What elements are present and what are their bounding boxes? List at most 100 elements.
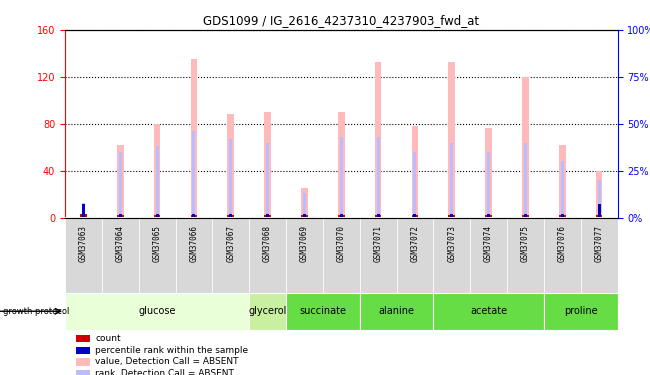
Bar — [470, 217, 507, 292]
Bar — [76, 346, 90, 354]
Bar — [76, 370, 90, 375]
Bar — [65, 217, 102, 292]
Bar — [448, 215, 455, 217]
Text: alanine: alanine — [378, 306, 415, 316]
Text: rank, Detection Call = ABSENT: rank, Detection Call = ABSENT — [96, 369, 234, 375]
Bar — [487, 214, 490, 217]
Bar — [486, 215, 492, 217]
Text: growth protocol: growth protocol — [3, 307, 70, 316]
Text: GSM37073: GSM37073 — [447, 225, 456, 262]
Bar — [76, 358, 90, 366]
Text: GSM37076: GSM37076 — [558, 225, 567, 262]
Bar — [338, 112, 344, 218]
Title: GDS1099 / IG_2616_4237310_4237903_fwd_at: GDS1099 / IG_2616_4237310_4237903_fwd_at — [203, 15, 479, 27]
Bar — [227, 114, 234, 218]
Bar — [507, 217, 544, 292]
Bar — [155, 214, 159, 217]
Bar — [580, 217, 618, 292]
Text: glycerol: glycerol — [248, 306, 287, 316]
Bar — [359, 217, 396, 292]
Text: GSM37070: GSM37070 — [337, 225, 346, 262]
Bar — [286, 292, 359, 330]
Bar — [559, 145, 566, 218]
Bar — [413, 152, 417, 217]
Bar — [375, 62, 382, 217]
Bar — [434, 292, 544, 330]
Bar — [155, 146, 159, 218]
Bar — [396, 217, 434, 292]
Bar — [190, 59, 197, 217]
Text: GSM37074: GSM37074 — [484, 225, 493, 262]
Bar — [176, 217, 213, 292]
Bar — [303, 193, 306, 217]
Bar — [559, 215, 566, 217]
Bar — [76, 335, 90, 342]
Bar — [102, 217, 138, 292]
Text: proline: proline — [564, 306, 597, 316]
Bar — [265, 112, 271, 218]
Bar — [486, 128, 492, 217]
Bar — [119, 152, 122, 217]
Text: GSM37069: GSM37069 — [300, 225, 309, 262]
Bar — [301, 188, 307, 218]
Bar — [544, 217, 580, 292]
Text: value, Detection Call = ABSENT: value, Detection Call = ABSENT — [96, 357, 239, 366]
Bar — [119, 214, 122, 217]
Text: percentile rank within the sample: percentile rank within the sample — [96, 346, 248, 355]
Bar — [190, 215, 197, 217]
Bar — [340, 137, 343, 218]
Text: GSM37067: GSM37067 — [226, 225, 235, 262]
Bar — [448, 62, 455, 217]
Bar — [597, 204, 601, 218]
Text: GSM37063: GSM37063 — [79, 225, 88, 262]
Bar — [596, 171, 603, 217]
Bar — [522, 77, 528, 218]
Bar — [434, 217, 470, 292]
Bar — [192, 214, 196, 217]
Bar — [413, 214, 417, 217]
Bar — [266, 214, 269, 217]
Text: GSM37071: GSM37071 — [374, 225, 383, 262]
Bar — [323, 217, 359, 292]
Bar — [154, 124, 161, 218]
Bar — [561, 161, 564, 218]
Bar — [117, 215, 124, 217]
Text: succinate: succinate — [300, 306, 346, 316]
Bar — [227, 215, 234, 217]
Bar — [561, 214, 564, 217]
Bar — [411, 215, 418, 217]
Bar — [301, 215, 307, 217]
Text: acetate: acetate — [470, 306, 507, 316]
Bar — [82, 204, 85, 218]
Bar — [524, 142, 527, 218]
Text: GSM37072: GSM37072 — [410, 225, 419, 262]
Bar — [338, 215, 344, 217]
Bar — [450, 142, 453, 218]
Bar — [544, 292, 618, 330]
Bar — [286, 217, 323, 292]
Bar — [138, 217, 176, 292]
Bar — [213, 217, 249, 292]
Text: GSM37065: GSM37065 — [153, 225, 162, 262]
Bar — [229, 214, 232, 217]
Bar — [376, 137, 380, 218]
Bar — [65, 292, 249, 330]
Bar — [82, 202, 85, 217]
Bar — [411, 126, 418, 218]
Bar — [229, 139, 232, 218]
Text: GSM37066: GSM37066 — [189, 225, 198, 262]
Bar — [303, 214, 306, 217]
Bar — [80, 214, 86, 217]
Bar — [266, 142, 269, 218]
Text: GSM37077: GSM37077 — [595, 225, 604, 262]
Bar — [117, 145, 124, 218]
Bar — [154, 215, 161, 217]
Bar — [522, 215, 528, 217]
Text: count: count — [96, 334, 121, 343]
Bar — [597, 180, 601, 218]
Bar — [376, 214, 380, 217]
Bar — [340, 214, 343, 217]
Bar — [249, 217, 286, 292]
Bar — [450, 214, 453, 217]
Bar — [487, 152, 490, 217]
